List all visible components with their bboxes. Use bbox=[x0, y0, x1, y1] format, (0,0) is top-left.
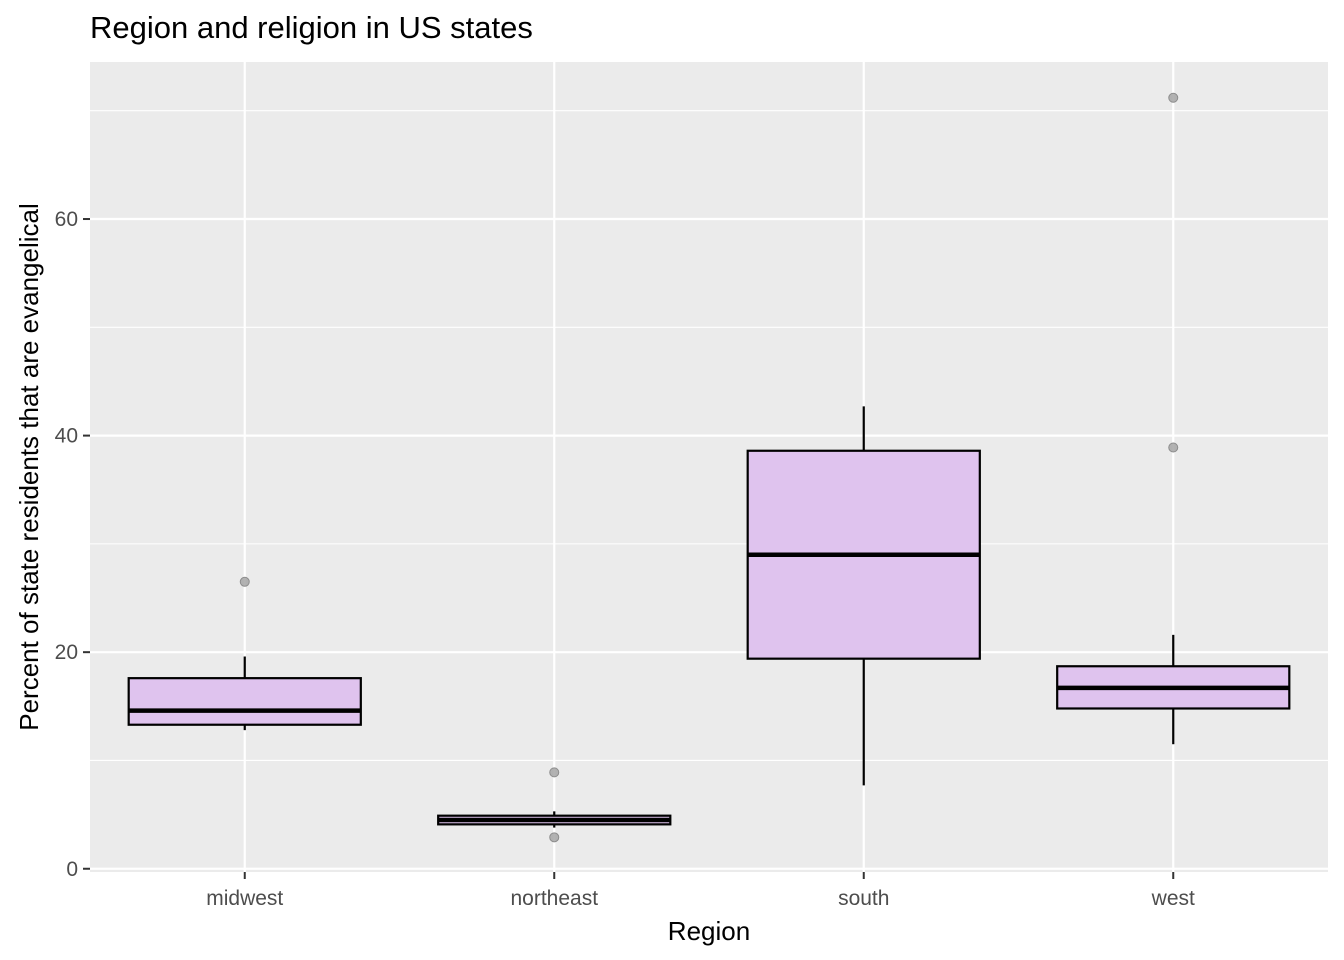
x-tick-label: midwest bbox=[206, 887, 283, 910]
y-axis-title: Percent of state residents that are evan… bbox=[14, 203, 44, 731]
box-northeast bbox=[437, 767, 672, 843]
y-tick-label: 20 bbox=[55, 641, 78, 664]
boxes bbox=[127, 92, 1291, 843]
x-tick-label: northeast bbox=[510, 887, 598, 910]
x-tick-label: west bbox=[1151, 887, 1195, 910]
box-south bbox=[746, 406, 981, 786]
outlier-point bbox=[1168, 92, 1179, 103]
outlier-point bbox=[239, 576, 250, 587]
x-tick-label: south bbox=[838, 887, 889, 910]
y-tick-label: 60 bbox=[55, 208, 78, 231]
iqr-box bbox=[127, 677, 362, 726]
plot-panel bbox=[90, 62, 1328, 872]
box-west bbox=[1056, 92, 1291, 745]
y-tick-label: 40 bbox=[55, 425, 78, 448]
x-axis-title: Region bbox=[668, 916, 750, 946]
chart-title: Region and religion in US states bbox=[90, 10, 533, 45]
box-midwest bbox=[127, 576, 362, 731]
outlier-point bbox=[1168, 442, 1179, 453]
outlier-point bbox=[549, 832, 560, 843]
outlier-point bbox=[549, 767, 560, 778]
axes: 0 20 40 60 midwest northeast south west bbox=[55, 208, 1195, 910]
y-tick-label: 0 bbox=[66, 858, 78, 881]
